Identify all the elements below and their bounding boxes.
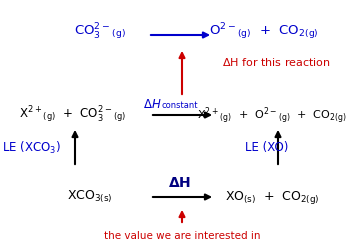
Text: LE (XCO$_3$): LE (XCO$_3$) (2, 140, 61, 156)
Text: X$^{2+}$$_{\mathregular{(g)}}$  +  O$^{2-}$$_{\mathregular{(g)}}$  +  CO$_{2\mat: X$^{2+}$$_{\mathregular{(g)}}$ + O$^{2-}… (197, 105, 347, 125)
Text: LE (XO): LE (XO) (245, 142, 288, 155)
Text: O$^{2-}$$_{\mathregular{(g)}}$  +  CO$_{2\mathregular{(g)}}$: O$^{2-}$$_{\mathregular{(g)}}$ + CO$_{2\… (209, 22, 319, 42)
Text: $\bf{\Delta H}$: $\bf{\Delta H}$ (169, 176, 191, 190)
Text: XO$_{\mathregular{(s)}}$  +  CO$_{2\mathregular{(g)}}$: XO$_{\mathregular{(s)}}$ + CO$_{2\mathre… (225, 188, 319, 206)
Text: the value we are interested in: the value we are interested in (104, 231, 260, 241)
Text: $\Delta$H: $\Delta$H (143, 98, 162, 111)
Text: X$^{2+}$$_{\mathregular{(g)}}$  +  CO$_3^{2-}$$_{\mathregular{(g)}}$: X$^{2+}$$_{\mathregular{(g)}}$ + CO$_3^{… (19, 105, 127, 125)
Text: CO$_3^{2-}$$_{\mathregular{(g)}}$: CO$_3^{2-}$$_{\mathregular{(g)}}$ (74, 22, 126, 42)
Text: constant: constant (162, 101, 198, 110)
Text: XCO$_{3\mathregular{(s)}}$: XCO$_{3\mathregular{(s)}}$ (67, 189, 113, 205)
Text: $\Delta$H for this reaction: $\Delta$H for this reaction (222, 56, 331, 68)
